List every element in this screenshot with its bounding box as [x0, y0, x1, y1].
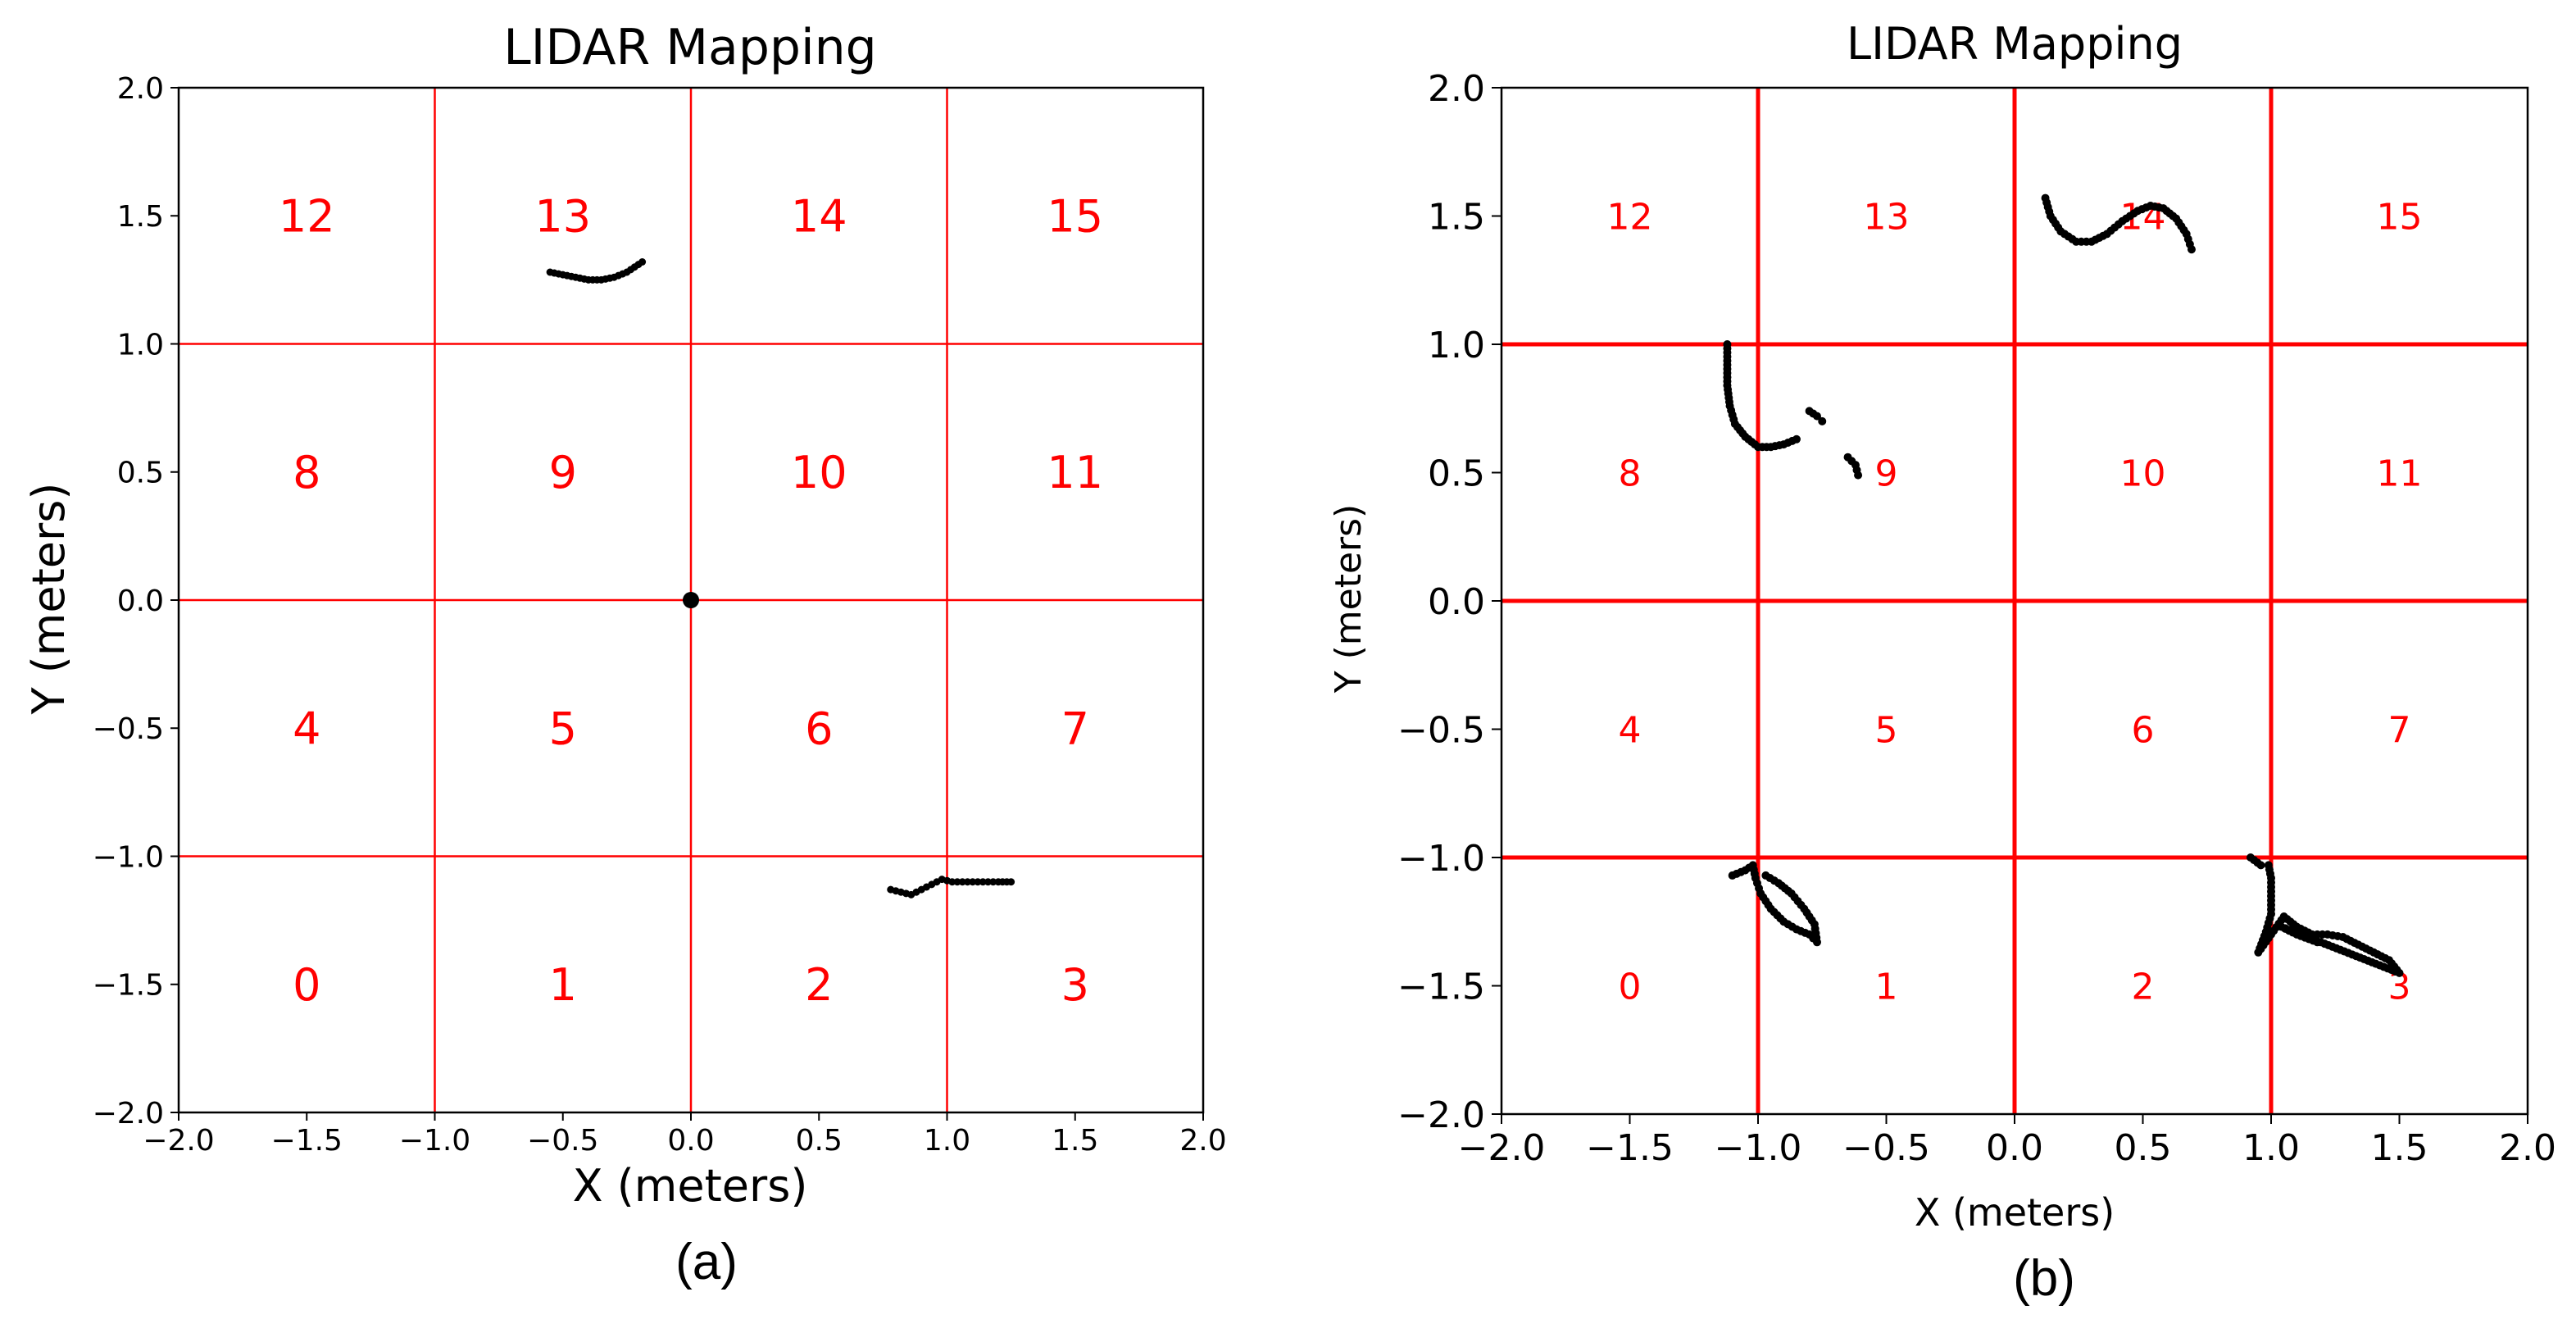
lidar-point — [1854, 471, 1863, 480]
x-tick-label: 0.0 — [1986, 1127, 2043, 1169]
cell-label: 6 — [805, 703, 833, 755]
x-tick-label: −0.5 — [527, 1124, 598, 1158]
panel-b-plot-area: −2.0 −1.5 −1.0 −0.5 0.0 0.5 1.0 1.5 2.0−2.0−1.5−… — [1397, 68, 2556, 1169]
x-tick-label: 1.0 — [924, 1124, 970, 1158]
y-tick-label: −1.5 — [93, 969, 164, 1003]
x-tick-label: −2.0 — [143, 1124, 214, 1158]
cell-label: 7 — [1061, 703, 1089, 755]
x-tick-label: 0.0 — [667, 1124, 714, 1158]
panel-b-caption: (b) — [2013, 1250, 2075, 1307]
cell-label: 13 — [1864, 196, 1910, 238]
cell-label: 12 — [1607, 196, 1653, 238]
cell-label: 1 — [549, 959, 577, 1011]
lidar-point — [948, 878, 956, 886]
y-tick-label: 1.0 — [1428, 325, 1485, 366]
cell-label: 2 — [805, 959, 833, 1011]
panel-a-caption: (a) — [675, 1234, 738, 1290]
lidar-point — [1007, 878, 1015, 886]
cell-label: 5 — [549, 703, 577, 755]
y-tick-label: 1.5 — [117, 200, 164, 234]
x-tick-label: −1.5 — [271, 1124, 343, 1158]
y-tick-label: −1.5 — [1397, 966, 1485, 1008]
cell-label: 12 — [279, 191, 335, 243]
cell-label: 8 — [293, 447, 320, 498]
y-tick-label: 2.0 — [117, 72, 164, 106]
lidar-point — [1761, 871, 1770, 880]
y-tick-label: −2.0 — [1397, 1094, 1485, 1136]
cell-label: 9 — [1875, 453, 1898, 494]
panel-b-title: LIDAR Mapping — [1847, 18, 2183, 70]
cell-label: 4 — [293, 703, 320, 755]
cell-label: 4 — [1619, 709, 1642, 751]
x-tick-label: 1.5 — [2371, 1127, 2428, 1169]
y-tick-label: 0.5 — [117, 457, 164, 490]
cell-label: 15 — [2377, 196, 2423, 238]
cell-label: 11 — [2377, 453, 2423, 494]
cell-label: 13 — [534, 191, 591, 243]
panel-a-plot-area: −2.0 −1.5 −1.0 −0.5 0.0 0.5 1.0 1.5 2.0 −2.0 −1.5 −… — [93, 72, 1227, 1158]
x-tick-label: 2.0 — [2499, 1127, 2556, 1169]
panel-b-ylabel: Y (meters) — [1328, 504, 1370, 694]
y-tick-label: 1.5 — [1428, 196, 1485, 238]
panel-b-xlabel: X (meters) — [1915, 1190, 2115, 1235]
lidar-point — [969, 878, 977, 886]
lidar-point — [984, 878, 992, 886]
x-tick-label: −2.0 — [1458, 1127, 1546, 1169]
x-tick-label: −1.5 — [1586, 1127, 1674, 1169]
x-tick-label: −1.0 — [1715, 1127, 1802, 1169]
cell-label: 2 — [2132, 966, 2155, 1008]
origin-marker — [683, 592, 699, 608]
cell-label: 14 — [791, 191, 847, 243]
panel-a: LIDAR Mapping X (meters) Y (meters) (a) … — [23, 19, 1227, 1290]
cell-label: 3 — [1061, 959, 1089, 1011]
lidar-point — [2313, 938, 2322, 947]
lidar-point — [964, 878, 971, 886]
x-tick-label: 2.0 — [1179, 1124, 1226, 1158]
lidar-point — [974, 878, 982, 886]
lidar-point — [2187, 245, 2196, 254]
x-tick-label: −0.5 — [1842, 1127, 1930, 1169]
x-tick-label: 0.5 — [796, 1124, 843, 1158]
panel-a-xlabel: X (meters) — [573, 1160, 808, 1212]
cell-label: 6 — [2132, 709, 2155, 751]
y-tick-label: 0.0 — [117, 585, 164, 618]
cell-label: 9 — [549, 447, 577, 498]
y-tick-label: −2.0 — [93, 1097, 164, 1130]
y-tick-label: −1.0 — [93, 840, 164, 874]
cell-label: 1 — [1875, 966, 1898, 1008]
panel-a-title: LIDAR Mapping — [503, 19, 877, 76]
lidar-point — [1812, 412, 1821, 421]
cell-label: 5 — [1875, 709, 1898, 751]
lidar-point — [1792, 434, 1801, 444]
y-tick-label: −0.5 — [1397, 709, 1485, 751]
cell-label: 15 — [1047, 191, 1103, 243]
lidar-point — [989, 878, 997, 886]
lidar-point — [1818, 416, 1827, 425]
cell-label: 8 — [1619, 453, 1642, 494]
panel-a-ylabel: Y (meters) — [23, 483, 75, 716]
cell-label: 0 — [1619, 966, 1642, 1008]
lidar-point — [979, 878, 987, 886]
y-tick-label: 2.0 — [1428, 68, 1485, 110]
lidar-point — [638, 258, 647, 266]
y-tick-label: 1.0 — [117, 328, 164, 362]
x-tick-label: 1.0 — [2242, 1127, 2300, 1169]
y-tick-label: 0.5 — [1428, 453, 1485, 494]
cell-label: 10 — [2120, 453, 2166, 494]
cell-label: 0 — [293, 959, 320, 1011]
y-tick-label: 0.0 — [1428, 581, 1485, 623]
cell-label: 11 — [1047, 447, 1103, 498]
panel-b: LIDAR Mapping X (meters) Y (meters) (b) … — [1328, 18, 2556, 1307]
x-tick-label: 0.5 — [2115, 1127, 2172, 1169]
lidar-point — [2256, 861, 2265, 870]
lidar-point — [958, 878, 966, 886]
y-tick-label: −1.0 — [1397, 838, 1485, 880]
x-tick-label: 1.5 — [1052, 1124, 1098, 1158]
cell-label: 7 — [2388, 709, 2411, 751]
x-tick-label: −1.0 — [399, 1124, 470, 1158]
lidar-point — [953, 878, 961, 886]
cell-label: 10 — [791, 447, 847, 498]
y-tick-label: −0.5 — [93, 712, 164, 746]
